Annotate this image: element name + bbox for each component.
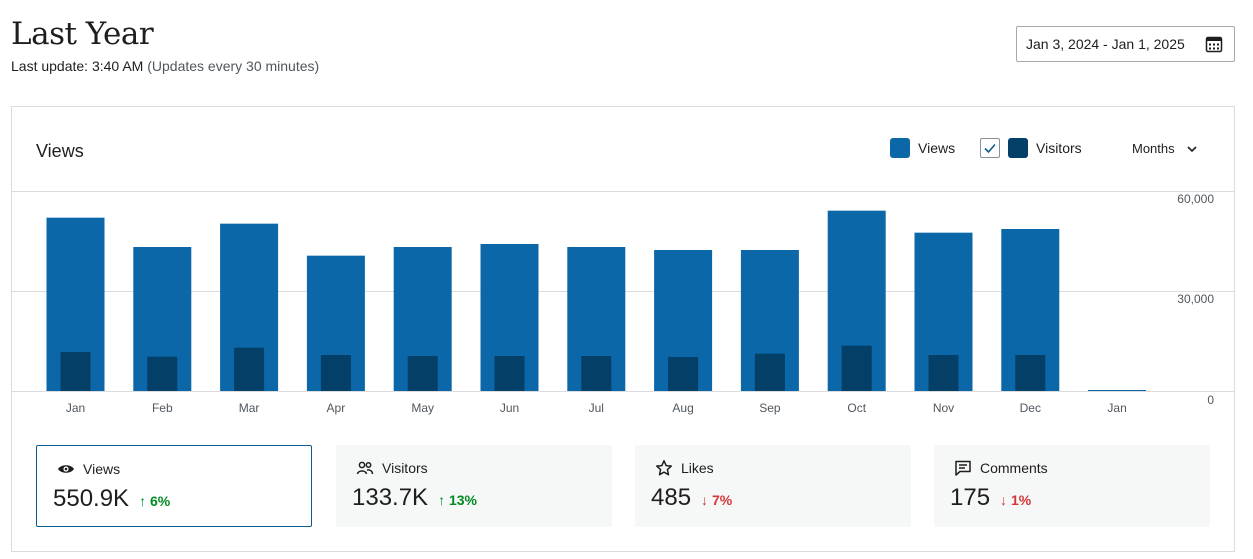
stat-label-text: Likes [681,460,714,476]
star-icon [655,460,673,476]
stat-label-comments: Comments [954,459,1048,477]
visitors-bar [407,356,438,391]
x-tick-label: Jul [589,401,604,415]
arrow-down-icon: ↓ [701,492,712,508]
visitors-bar [668,357,699,391]
last-update-time: Last update: 3:40 AM [11,58,144,74]
visitors-bar [147,356,178,391]
update-frequency-note: (Updates every 30 minutes) [147,58,320,74]
stat-value-likes: 485 ↓ 7% [651,484,732,512]
x-tick-label: Sep [759,401,781,415]
stat-card-comments[interactable]: Comments 175 ↓ 1% [934,445,1210,527]
arrow-up-icon: ↑ [438,492,449,508]
visitors-bar [581,356,612,391]
stat-delta: ↓ 1% [1000,492,1031,508]
visitors-bar [928,355,959,391]
x-tick-label: Jun [500,401,519,415]
stat-label-text: Views [83,461,121,477]
visitors-toggle-checkbox[interactable] [980,138,1000,158]
views-bar [1088,390,1147,391]
date-range-label: Jan 3, 2024 - Jan 1, 2025 [1026,36,1185,52]
visitors-bar [234,347,265,391]
x-tick-label: Jan [1107,401,1126,415]
x-tick-label: Aug [672,401,693,415]
x-tick-label: Mar [239,401,260,415]
eye-icon [58,465,74,473]
page-title: Last Year [11,16,154,52]
stat-delta-value: 7% [711,492,733,508]
visitors-bar [1015,355,1046,391]
legend-visitors-label: Visitors [1036,140,1082,156]
last-update: Last update: 3:40 AM (Updates every 30 m… [11,58,319,74]
stat-card-views[interactable]: Views 550.9K ↑ 6% [36,445,312,527]
visitors-bar [494,356,525,391]
people-icon [356,461,374,475]
stat-delta: ↓ 7% [701,492,732,508]
stat-delta-value: 13% [448,492,477,508]
stat-label-visitors: Visitors [356,459,428,477]
calendar-icon [1205,36,1223,53]
x-tick-label: Oct [847,401,866,415]
legend-views-swatch [890,138,910,158]
stat-label-likes: Likes [655,459,714,477]
comment-icon [955,460,971,476]
views-chart-card: Views Views Visitors Months 60,000 30,000… [11,106,1235,552]
stat-delta: ↑ 13% [438,492,477,508]
legend-views-label: Views [918,140,956,156]
stat-delta-value: 1% [1010,492,1032,508]
legend-visitors[interactable]: Visitors [980,138,1082,158]
legend-views: Views [890,138,955,158]
stat-number: 175 [950,484,991,511]
chart-area: 60,000 30,000 0 Jan Feb Mar Apr May Jun Jul Aug Sep… [12,191,1234,427]
checkmark-icon [984,143,996,154]
visitors-bar [320,355,351,391]
visitors-bar [754,353,785,391]
x-tick-label: May [411,401,434,415]
stat-delta-value: 6% [149,493,171,509]
period-select[interactable]: Months [1132,141,1199,156]
stat-value-visitors: 133.7K ↑ 13% [352,484,477,512]
x-tick-label: Feb [152,401,173,415]
period-select-value: Months [1132,141,1175,156]
stat-label-views: Views [57,460,120,478]
stat-value-comments: 175 ↓ 1% [950,484,1031,512]
stat-value-views: 550.9K ↑ 6% [53,485,170,513]
stat-delta: ↑ 6% [139,493,170,509]
stat-number: 550.9K [53,485,130,512]
chart-title: Views [36,141,84,161]
x-tick-label: Jan [66,401,85,415]
stat-number: 133.7K [352,484,429,511]
arrow-up-icon: ↑ [139,493,150,509]
date-range-picker[interactable]: Jan 3, 2024 - Jan 1, 2025 [1016,26,1235,62]
stat-number: 485 [651,484,692,511]
legend-visitors-swatch [1008,138,1028,158]
stat-label-text: Visitors [382,460,428,476]
bar-chart: 60,000 30,000 0 Jan Feb Mar Apr May Jun Jul Aug Sep… [12,191,1234,415]
visitors-bar [60,352,91,391]
arrow-down-icon: ↓ [1000,492,1011,508]
stat-card-likes[interactable]: Likes 485 ↓ 7% [635,445,911,527]
x-tick-label: Dec [1020,401,1041,415]
x-tick-label: Nov [933,401,954,415]
x-tick-label: Apr [327,401,346,415]
y-tick-label: 30,000 [1177,292,1214,306]
stat-label-text: Comments [980,460,1048,476]
y-tick-label: 0 [1207,393,1214,407]
stat-card-visitors[interactable]: Visitors 133.7K ↑ 13% [336,445,612,527]
visitors-bar [841,345,872,391]
chevron-down-icon [1187,145,1197,152]
y-tick-label: 60,000 [1177,192,1214,206]
